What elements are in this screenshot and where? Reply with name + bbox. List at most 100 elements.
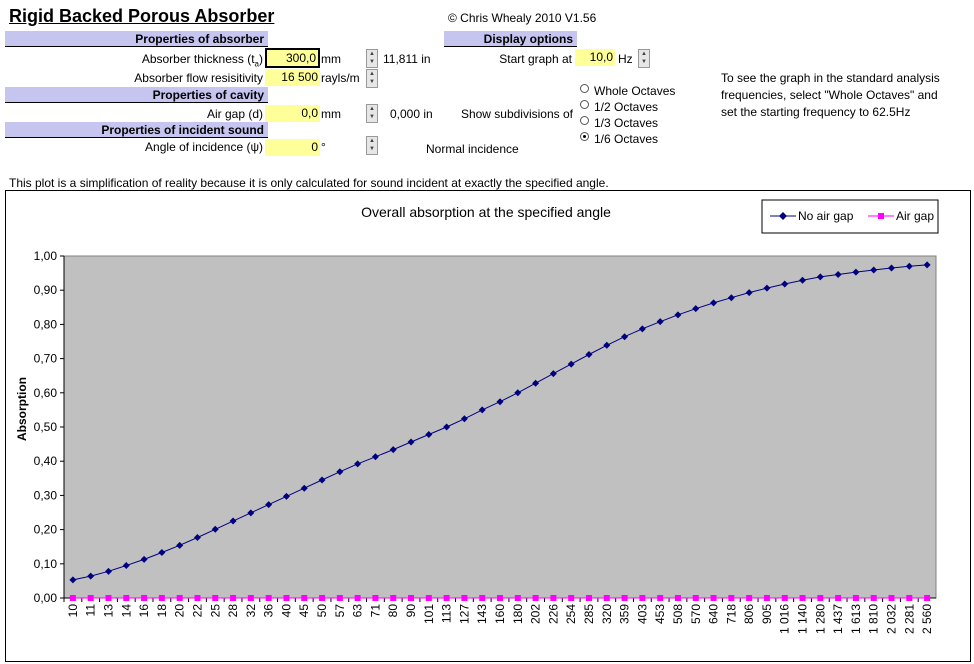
spin-down-icon[interactable]: ▼ bbox=[369, 146, 375, 152]
plot-background bbox=[63, 255, 937, 599]
thickness-input[interactable]: 300,0 bbox=[265, 48, 320, 68]
chart-title: Overall absorption at the specified angl… bbox=[361, 204, 611, 220]
y-tick-label: 0,90 bbox=[34, 283, 58, 297]
data-point bbox=[265, 595, 272, 601]
radio-icon[interactable] bbox=[580, 116, 589, 126]
angle-input[interactable]: 0 bbox=[265, 139, 320, 156]
spin-down-icon[interactable]: ▼ bbox=[369, 114, 375, 120]
data-point bbox=[888, 595, 895, 601]
x-tick-label: 25 bbox=[208, 604, 222, 618]
spin-down-icon[interactable]: ▼ bbox=[369, 79, 375, 85]
section-cavity: Properties of cavity bbox=[5, 87, 268, 103]
x-tick-label: 101 bbox=[422, 604, 436, 624]
x-tick-label: 570 bbox=[689, 604, 703, 624]
radio-third-octaves[interactable]: 1/3 Octaves bbox=[580, 116, 658, 130]
x-tick-label: 16 bbox=[137, 604, 151, 618]
spin-up-icon[interactable]: ▲ bbox=[369, 138, 375, 144]
data-point bbox=[906, 595, 913, 601]
x-tick-label: 320 bbox=[600, 604, 614, 624]
data-point bbox=[176, 595, 183, 601]
radio-sixth-octaves[interactable]: 1/6 Octaves bbox=[580, 132, 658, 146]
x-tick-label: 403 bbox=[635, 604, 649, 624]
y-axis-label: Absorption bbox=[15, 377, 29, 441]
data-point bbox=[763, 595, 770, 601]
x-tick-label: 80 bbox=[386, 604, 400, 618]
x-tick-label: 1 437 bbox=[831, 604, 845, 634]
spin-up-icon[interactable]: ▲ bbox=[369, 51, 375, 57]
airgap-inches: 0,000 in bbox=[390, 107, 433, 121]
data-point bbox=[639, 595, 646, 601]
data-point bbox=[656, 318, 664, 326]
data-point bbox=[408, 595, 415, 601]
section-absorber: Properties of absorber bbox=[5, 31, 268, 47]
data-point bbox=[870, 595, 877, 601]
data-point bbox=[122, 562, 130, 570]
x-tick-label: 453 bbox=[653, 604, 667, 624]
data-point bbox=[888, 264, 896, 272]
data-point bbox=[141, 595, 148, 601]
start-input[interactable]: 10,0 bbox=[575, 49, 615, 66]
data-point bbox=[603, 595, 610, 601]
data-point bbox=[390, 595, 397, 601]
y-tick-label: 0,60 bbox=[34, 386, 58, 400]
data-point bbox=[247, 595, 254, 601]
airgap-spinner[interactable]: ▲ ▼ bbox=[366, 104, 378, 123]
data-point bbox=[461, 595, 468, 601]
data-point bbox=[781, 280, 789, 288]
data-point bbox=[924, 595, 931, 601]
copyright-text: © Chris Whealy 2010 V1.56 bbox=[448, 11, 597, 25]
y-tick-label: 0,80 bbox=[34, 317, 58, 331]
radio-whole-octaves[interactable]: Whole Octaves bbox=[580, 84, 675, 98]
legend-label-air-gap: Air gap bbox=[896, 209, 934, 223]
data-point bbox=[852, 268, 860, 276]
data-point bbox=[460, 415, 468, 423]
data-point bbox=[283, 595, 290, 601]
radio-icon[interactable] bbox=[580, 84, 589, 94]
legend-label-no-air-gap: No air gap bbox=[798, 209, 854, 223]
x-tick-label: 202 bbox=[529, 604, 543, 624]
data-point bbox=[692, 305, 700, 313]
data-point bbox=[230, 595, 237, 601]
x-tick-label: 45 bbox=[297, 604, 311, 618]
start-unit: Hz bbox=[618, 52, 633, 66]
data-point bbox=[567, 360, 575, 368]
x-tick-label: 50 bbox=[315, 604, 329, 618]
radio-icon[interactable] bbox=[580, 100, 589, 110]
data-point bbox=[799, 276, 807, 284]
data-point bbox=[585, 595, 592, 601]
data-point bbox=[781, 595, 788, 601]
section-incident: Properties of incident sound bbox=[5, 122, 268, 138]
data-point bbox=[247, 509, 255, 517]
radio-selected-icon[interactable] bbox=[580, 132, 589, 142]
data-point bbox=[763, 284, 771, 292]
x-tick-label: 1 016 bbox=[778, 604, 792, 634]
spin-up-icon[interactable]: ▲ bbox=[641, 51, 647, 57]
spin-up-icon[interactable]: ▲ bbox=[369, 71, 375, 77]
data-point bbox=[745, 289, 753, 297]
thickness-inches: 11,811 in bbox=[383, 52, 431, 66]
x-tick-label: 10 bbox=[66, 604, 80, 618]
radio-half-octaves[interactable]: 1/2 Octaves bbox=[580, 100, 658, 114]
thickness-spinner[interactable]: ▲ ▼ bbox=[366, 49, 378, 68]
angle-spinner[interactable]: ▲ ▼ bbox=[366, 136, 378, 155]
data-point bbox=[87, 572, 95, 580]
data-point bbox=[727, 294, 735, 302]
legend-marker-air-gap bbox=[878, 213, 884, 219]
data-point bbox=[834, 270, 842, 278]
resistivity-spinner[interactable]: ▲ ▼ bbox=[366, 69, 378, 88]
data-point bbox=[514, 595, 521, 601]
angle-label: Angle of incidence (ψ) bbox=[145, 140, 263, 154]
data-point bbox=[158, 595, 165, 601]
start-spinner[interactable]: ▲ ▼ bbox=[638, 49, 650, 68]
spin-up-icon[interactable]: ▲ bbox=[369, 106, 375, 112]
x-tick-label: 28 bbox=[226, 604, 240, 618]
data-point bbox=[835, 595, 842, 601]
spin-down-icon[interactable]: ▼ bbox=[641, 59, 647, 65]
x-tick-label: 18 bbox=[155, 604, 169, 618]
resistivity-input[interactable]: 16 500 bbox=[265, 69, 320, 86]
data-point bbox=[443, 423, 451, 431]
airgap-input[interactable]: 0,0 bbox=[265, 105, 320, 122]
x-tick-label: 160 bbox=[493, 604, 507, 624]
data-point bbox=[301, 595, 308, 601]
spin-down-icon[interactable]: ▼ bbox=[369, 59, 375, 65]
